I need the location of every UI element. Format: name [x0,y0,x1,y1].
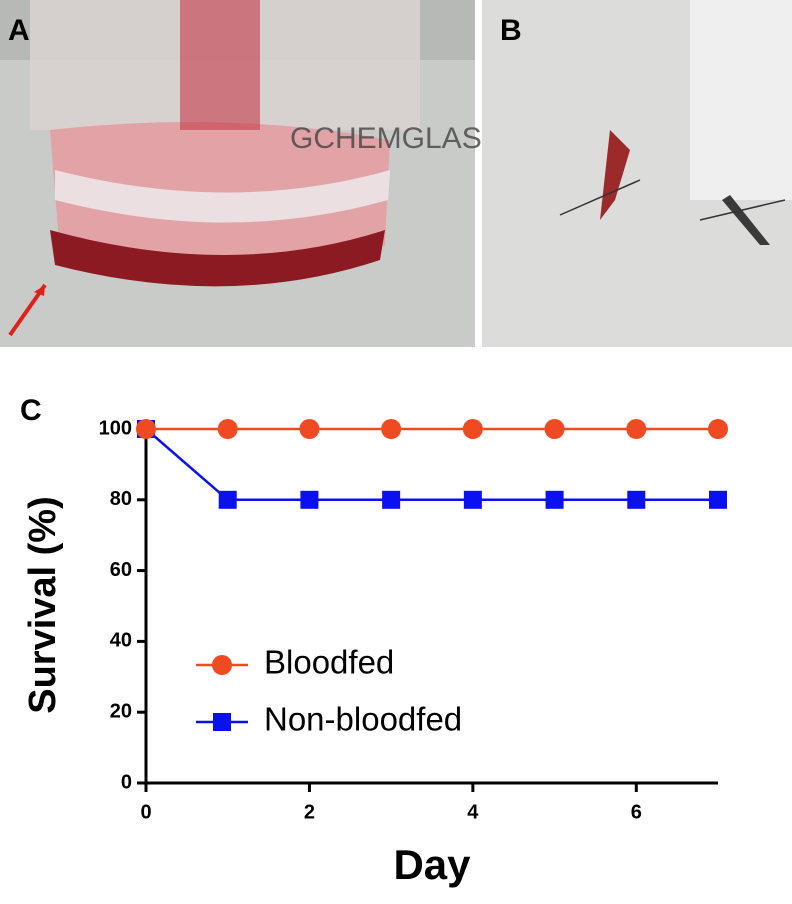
marker [136,419,156,439]
marker [382,490,401,509]
y-tick-label: 40 [110,630,132,652]
photo-label: GCHEMGLASS [290,122,502,155]
marker [545,490,564,509]
legend-marker [213,713,231,731]
marker [708,419,728,439]
y-tick-label: 0 [121,771,132,793]
photo-a: GCHEMGLASS [0,0,502,347]
marker [217,419,238,439]
x-tick-label: 6 [631,801,642,823]
series-line [145,428,718,502]
marker [544,419,565,439]
x-tick-label: 2 [304,801,315,823]
panel-label: C [20,394,42,427]
x-tick-label: 0 [140,801,151,823]
marker [709,490,727,509]
legend-label: Bloodfed [264,644,394,681]
x-axis-title: Day [393,841,471,888]
y-axis-title: Survival (%) [22,496,64,714]
marker [463,490,482,509]
photo-b [482,0,792,347]
legend-marker [212,655,232,675]
marker [300,490,319,509]
y-tick-label: 100 [99,417,132,439]
marker [299,419,320,439]
marker [218,490,237,509]
marker [381,419,402,439]
y-tick-label: 60 [110,559,132,581]
panel-label: B [500,14,522,47]
y-tick-label: 20 [110,700,132,722]
marker [626,419,647,439]
y-tick-label: 80 [110,488,132,510]
x-tick-label: 4 [467,801,479,823]
marker [462,419,483,439]
marker [627,490,646,509]
panel-label: A [8,14,30,47]
legend-label: Non-bloodfed [264,701,462,738]
